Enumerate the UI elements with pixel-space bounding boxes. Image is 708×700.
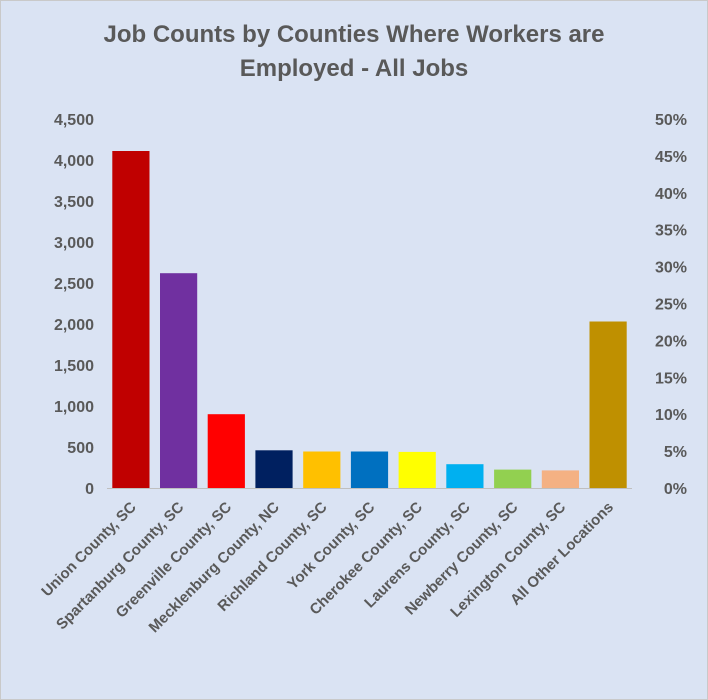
- y2-tick-label: 45%: [655, 149, 687, 166]
- y2-tick-label: 35%: [655, 223, 687, 240]
- bar: [398, 451, 436, 488]
- y2-tick-label: 15%: [655, 370, 687, 387]
- y-axis-right: 0% 5% 10% 15% 20% 25% 30% 35% 40% 45% 50%: [655, 112, 687, 498]
- y-tick-label: 1,500: [54, 358, 94, 375]
- bar: [207, 414, 245, 488]
- bar: [303, 451, 341, 488]
- y2-tick-label: 25%: [655, 297, 687, 314]
- chart-title: Job Counts by Counties Where Workers are…: [0, 18, 708, 86]
- y-tick-label: 3,000: [54, 235, 94, 252]
- y2-tick-label: 20%: [655, 333, 687, 350]
- x-tick-label: York County, SC: [284, 499, 378, 593]
- chart-title-line-1: Job Counts by Counties Where Workers are: [103, 21, 605, 48]
- y-tick-label: 4,500: [54, 112, 94, 129]
- y2-tick-label: 10%: [655, 407, 687, 424]
- y-tick-label: 2,000: [54, 317, 94, 334]
- y-tick-label: 4,000: [54, 153, 94, 170]
- bar: [541, 470, 579, 488]
- bar: [589, 321, 627, 488]
- y2-tick-label: 5%: [664, 444, 687, 461]
- bar: [160, 273, 198, 488]
- bar: [494, 469, 532, 488]
- y2-tick-label: 30%: [655, 260, 687, 277]
- y-axis-left: 0 500 1,000 1,500 2,000 2,500 3,000 3,500 4,000 4…: [54, 112, 94, 498]
- y-tick-label: 0: [85, 481, 94, 498]
- y-tick-label: 2,500: [54, 276, 94, 293]
- y2-tick-label: 40%: [655, 186, 687, 203]
- bars: [112, 151, 627, 488]
- bar: [255, 450, 293, 488]
- bar: [446, 464, 484, 488]
- y2-tick-label: 0%: [664, 481, 687, 498]
- y2-tick-label: 50%: [655, 112, 687, 129]
- y-tick-label: 1,000: [54, 399, 94, 416]
- bar: [350, 451, 389, 488]
- chart-title-line-2: Employed - All Jobs: [239, 55, 469, 82]
- bar: [112, 151, 150, 488]
- y-tick-label: 3,500: [54, 194, 94, 211]
- y-tick-label: 500: [67, 440, 94, 457]
